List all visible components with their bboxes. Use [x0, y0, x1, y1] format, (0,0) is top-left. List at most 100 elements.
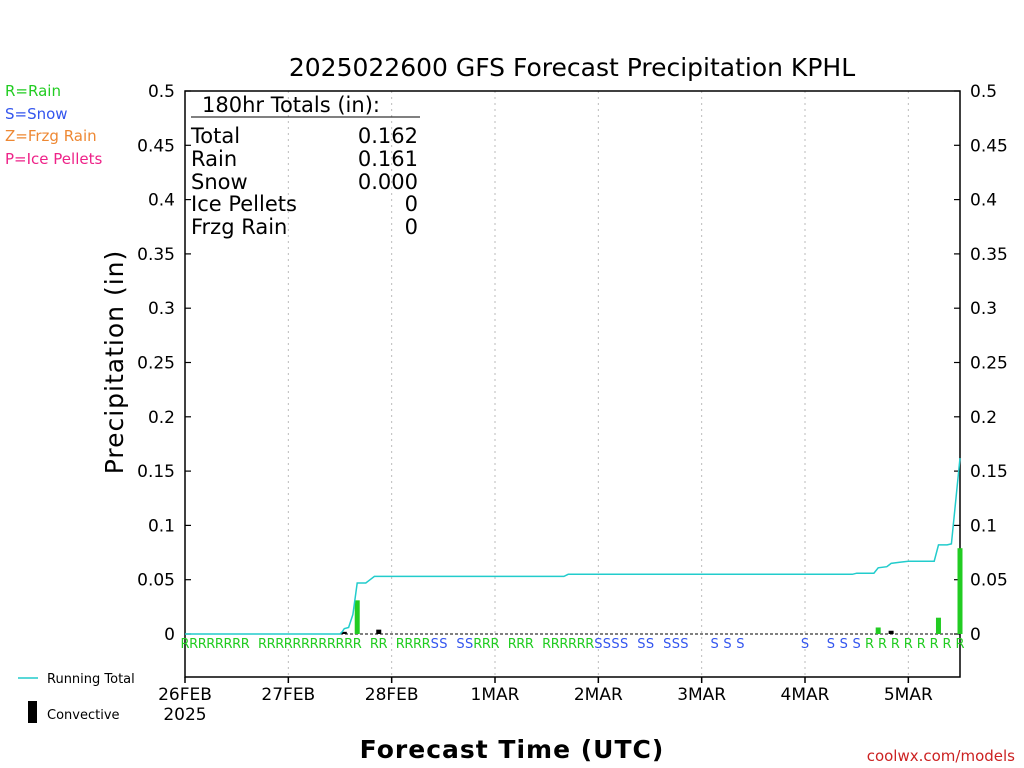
- precip-type-marker: R: [292, 637, 301, 652]
- precip-type-marker: R: [930, 637, 939, 652]
- precip-type-marker: R: [284, 637, 293, 652]
- x-tick-label-5mar: 5MAR: [884, 685, 933, 705]
- totals-label-ice-pellets: Ice Pellets: [191, 192, 297, 216]
- totals-label-frzg-rain: Frzg Rain: [191, 215, 287, 239]
- precip-type-marker: S: [853, 637, 861, 652]
- precip-type-marker: S: [736, 637, 744, 652]
- totals-label-total: Total: [190, 124, 240, 148]
- precip-type-marker: S: [637, 637, 645, 652]
- precip-type-marker: R: [865, 637, 874, 652]
- precip-type-marker: S: [680, 637, 688, 652]
- precip-type-marker: R: [490, 637, 499, 652]
- precip-type-marker: R: [232, 637, 241, 652]
- totals-value-frzg-rain: 0: [405, 215, 418, 239]
- chart-title: 2025022600 GFS Forecast Precipitation KP…: [289, 53, 855, 82]
- precip-type-marker: S: [672, 637, 680, 652]
- precip-type-marker: R: [344, 637, 353, 652]
- legend-series: Running Total Convective: [18, 672, 135, 723]
- totals-box: 180hr Totals (in): Total 0.162 Rain 0.16…: [190, 93, 420, 239]
- precip-type-marker: S: [646, 637, 654, 652]
- precip-type-marker: S: [801, 637, 809, 652]
- totals-heading: 180hr Totals (in):: [202, 93, 380, 117]
- y-axis-left: 0 0.05 0.1 0.15 0.2 0.25 0.3 0.35 0.4 0.45 0.5: [137, 82, 191, 645]
- x-tick-label-27feb: 27FEB: [261, 685, 315, 705]
- y-tick-label-left: 0.5: [148, 82, 175, 102]
- precip-type-marker: R: [224, 637, 233, 652]
- precip-type-marker: S: [611, 637, 619, 652]
- precip-type-marker: R: [516, 637, 525, 652]
- precip-type-marker: R: [396, 637, 405, 652]
- precip-type-marker: R: [379, 637, 388, 652]
- precip-type-marker: R: [508, 637, 517, 652]
- y-tick-label-left: 0.25: [137, 354, 175, 374]
- running-total-line: [185, 458, 961, 635]
- x-tick-label-3mar: 3MAR: [677, 685, 726, 705]
- precip-type-marker: S: [620, 637, 628, 652]
- legend-frzg-rain: Z=Frzg Rain: [5, 127, 97, 145]
- precip-type-marker: S: [456, 637, 464, 652]
- legend-convective-swatch: [28, 701, 37, 723]
- precip-type-marker: S: [465, 637, 473, 652]
- precip-type-marker: R: [568, 637, 577, 652]
- legend-running-total-label: Running Total: [47, 672, 135, 687]
- x-tick-label-28feb: 28FEB: [365, 685, 419, 705]
- y-tick-label-right: 0.4: [970, 191, 997, 211]
- precip-type-marker: R: [422, 637, 431, 652]
- legend-rain: R=Rain: [5, 82, 61, 100]
- totals-label-rain: Rain: [191, 147, 237, 171]
- y-tick-label-right: 0.35: [970, 245, 1008, 265]
- precip-type-marker: R: [551, 637, 560, 652]
- precip-type-marker: S: [723, 637, 731, 652]
- precip-type-marker: S: [594, 637, 602, 652]
- precip-type-marker: R: [215, 637, 224, 652]
- y-tick-label-right: 0.15: [970, 462, 1008, 482]
- precip-type-marker: R: [577, 637, 586, 652]
- plot-frame: [184, 90, 961, 678]
- precip-type-marker: R: [525, 637, 534, 652]
- convective-bar: [376, 629, 382, 634]
- precip-type-marker: R: [413, 637, 422, 652]
- convective-bar: [957, 548, 963, 634]
- y-tick-label-right: 0.45: [970, 136, 1008, 156]
- totals-value-ice-pellets: 0: [405, 192, 418, 216]
- y-tick-label-right: 0.3: [970, 299, 997, 319]
- legend-precip-types: R=Rain S=Snow Z=Frzg Rain P=Ice Pellets: [5, 82, 102, 168]
- precip-type-marker: R: [878, 637, 887, 652]
- y-tick-label-left: 0.2: [148, 408, 175, 428]
- precip-type-marker: R: [955, 637, 964, 652]
- y-tick-label-left: 0: [164, 625, 175, 645]
- y-tick-label-left: 0.1: [148, 516, 175, 536]
- convective-bar: [341, 631, 347, 634]
- x-tick-sublabel-year: 2025: [163, 705, 206, 725]
- totals-value-rain: 0.161: [358, 147, 418, 171]
- precip-type-marker: R: [189, 637, 198, 652]
- x-tick-label-2mar: 2MAR: [574, 685, 623, 705]
- precip-type-marker: R: [473, 637, 482, 652]
- precip-type-marker: R: [241, 637, 250, 652]
- totals-value-snow: 0.000: [358, 170, 418, 194]
- totals-label-snow: Snow: [191, 170, 248, 194]
- precip-type-marker: S: [840, 637, 848, 652]
- convective-bars: [341, 548, 963, 634]
- precip-type-marker: R: [206, 637, 215, 652]
- convective-bar: [875, 627, 881, 634]
- running-total-series: [185, 458, 961, 635]
- precip-type-marker: R: [585, 637, 594, 652]
- precip-type-marker: R: [198, 637, 207, 652]
- y-axis-label: Precipitation (in): [100, 250, 129, 475]
- precip-type-marker: S: [431, 637, 439, 652]
- precip-type-marker: R: [318, 637, 327, 652]
- precip-type-marker: R: [943, 637, 952, 652]
- y-tick-label-right: 0.5: [970, 82, 997, 102]
- y-tick-label-right: 0.05: [970, 571, 1008, 591]
- x-axis-label: Forecast Time (UTC): [360, 735, 665, 764]
- convective-bar: [354, 600, 360, 634]
- precip-type-marker: S: [439, 637, 447, 652]
- y-tick-label-right: 0.25: [970, 354, 1008, 374]
- precip-type-marker: R: [559, 637, 568, 652]
- precip-type-marker: R: [267, 637, 276, 652]
- precip-type-marker: S: [663, 637, 671, 652]
